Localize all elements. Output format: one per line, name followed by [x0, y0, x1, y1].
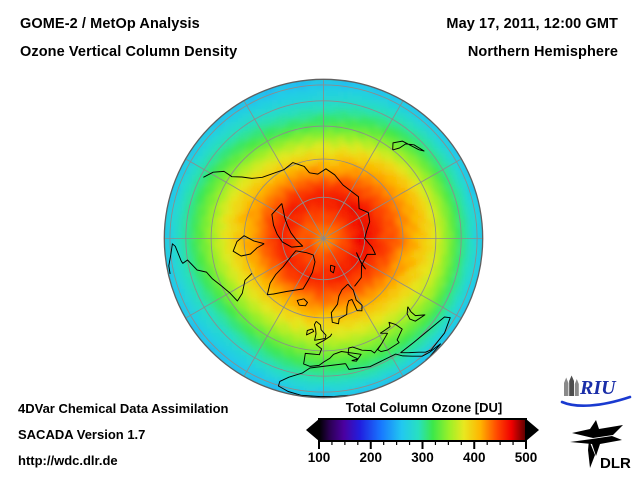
coastline-path [351, 358, 359, 362]
colorbar-tick-label: 200 [359, 450, 383, 465]
coastline-path [168, 243, 182, 274]
coastline-path [392, 140, 425, 152]
coastline-path [406, 306, 426, 322]
coastline-path [203, 162, 310, 179]
graticule-lines [164, 79, 483, 398]
coastline-path [306, 328, 315, 336]
dlr-wordmark: DLR [600, 455, 631, 472]
ozone-globe-map [163, 78, 484, 399]
coastlines [168, 140, 451, 398]
colorbar-tick-marks [318, 441, 527, 449]
coastline-path [266, 250, 316, 296]
version-label: SACADA Version 1.7 [18, 427, 146, 442]
analysis-timestamp: May 17, 2011, 12:00 GMT [446, 16, 618, 32]
colorbar-tick-label: 500 [514, 450, 538, 465]
coastline-path [313, 320, 327, 341]
colorbar-tick-labels: 100 200 300 400 500 [288, 450, 558, 470]
coastline-path [277, 343, 441, 398]
coastline-path [355, 252, 366, 270]
parallel-line [210, 125, 437, 352]
colorbar-tick-label: 300 [411, 450, 434, 465]
coastline-path [400, 316, 451, 354]
riu-tower-icon [564, 375, 579, 396]
coastline-path [180, 259, 253, 302]
colorbar-cap-low [306, 419, 319, 441]
coastline-path [303, 321, 403, 367]
colorbar-tick-label: 100 [307, 450, 331, 465]
page-subtitle: Ozone Vertical Column Density [20, 44, 238, 60]
page-title: GOME-2 / MetOp Analysis [20, 16, 200, 32]
riu-logo: RIU [560, 375, 632, 407]
parallel-line [243, 158, 404, 319]
colorbar-tick-label: 400 [462, 450, 486, 465]
coastline-path [271, 203, 304, 248]
coastline-path [309, 168, 376, 287]
parallel-line [185, 100, 462, 377]
colorbar-cap-high [526, 419, 539, 441]
coastline-path [329, 264, 336, 274]
dlr-logo: DLR [570, 420, 631, 472]
method-label: 4DVar Chemical Data Assimilation [18, 401, 229, 416]
colorbar-title: Total Column Ozone [DU] [345, 400, 503, 415]
parallel-line [169, 84, 478, 393]
globe-limb [163, 78, 484, 399]
region-label: Northern Hemisphere [467, 44, 618, 60]
orthographic-projection-svg [163, 78, 484, 399]
coastline-path [232, 235, 265, 257]
colorbar-gradient [319, 419, 526, 441]
coastline-path [296, 298, 308, 307]
dlr-star-icon [570, 420, 623, 468]
coastline-path [330, 283, 363, 325]
riu-wordmark: RIU [579, 377, 617, 399]
riu-swoosh-icon [560, 395, 632, 407]
website-link[interactable]: http://wdc.dlr.de [18, 453, 118, 468]
colorbar [305, 417, 540, 443]
colorbar-svg [306, 418, 539, 442]
